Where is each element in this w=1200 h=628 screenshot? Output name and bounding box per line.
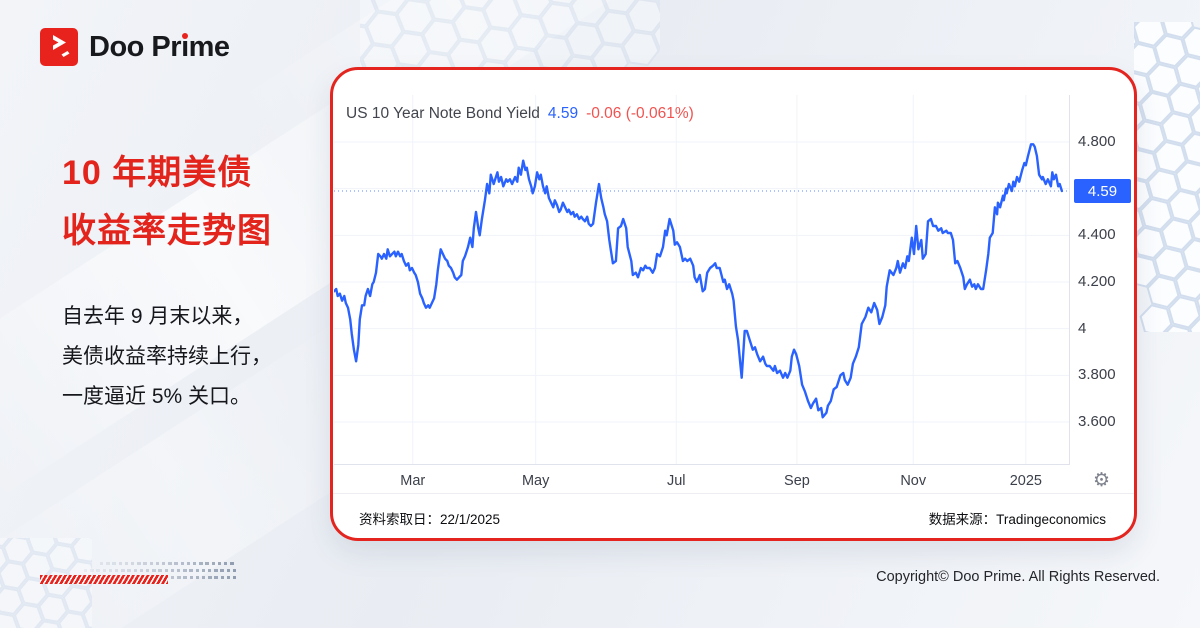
gear-icon[interactable]: ⚙ <box>1093 469 1111 491</box>
y-tick-label: 4.800 <box>1078 133 1116 150</box>
y-tick-label: 4 <box>1078 319 1087 337</box>
data-retrieval-date: 资料索取日：22/1/2025 <box>359 512 501 527</box>
y-tick-label: 3.800 <box>1078 366 1116 384</box>
intro-line1: 自去年 9 月末以来， <box>62 305 254 328</box>
doo-prime-logo-text: Doo Prıme <box>89 28 230 66</box>
card-divider <box>333 493 1134 494</box>
chart-last-value: 4.59 <box>547 105 579 122</box>
y-tick-label: 4.200 <box>1078 273 1116 290</box>
copyright-text: Copyright© Doo Prime. All Rights Reserve… <box>876 569 1160 585</box>
doo-prime-logo: Doo Prıme <box>40 28 230 66</box>
x-tick-label: May <box>521 473 550 489</box>
intro-line3: 一度逼近 5% 关口。 <box>62 385 252 408</box>
x-tick-label: Nov <box>900 473 927 489</box>
logo-i-red-dot: ı <box>181 28 189 66</box>
logo-text-pre: Doo Pr <box>89 31 182 63</box>
x-tick-label: Mar <box>400 473 426 489</box>
x-tick-label: Jul <box>666 473 686 489</box>
chart-title: US 10 Year Note Bond Yield 4.59 -0.06 (-… <box>346 105 694 123</box>
page-title-line2: 收益率走势图 <box>62 212 272 250</box>
y-tick-label: 4.400 <box>1078 226 1116 244</box>
data-source: 数据来源：Tradingeconomics <box>928 512 1106 527</box>
chart-change-value: -0.06 (-0.061%) <box>586 105 694 122</box>
logo-text-post: me <box>188 31 230 63</box>
page-title: 10 年期美债 收益率走势图 <box>62 144 272 260</box>
hexagon-pattern <box>360 0 660 68</box>
current-price-badge: 4.59 <box>1074 179 1131 203</box>
yield-line-chart <box>334 95 1070 465</box>
hexagon-pattern <box>0 538 92 628</box>
intro-text: 自去年 9 月末以来， 美债收益率持续上行， 一度逼近 5% 关口。 <box>62 297 272 417</box>
intro-line2: 美债收益率持续上行， <box>62 345 272 368</box>
x-tick-label: Sep <box>784 473 810 489</box>
page-title-line1: 10 年期美债 <box>62 154 253 192</box>
chart-title-text: US 10 Year Note Bond Yield <box>346 105 540 122</box>
red-striped-bar <box>40 575 168 584</box>
chart-card: US 10 Year Note Bond Yield 4.59 -0.06 (-… <box>330 67 1137 541</box>
y-tick-label: 3.600 <box>1078 413 1116 430</box>
x-tick-label: 2025 <box>1009 473 1042 489</box>
doo-prime-logo-icon <box>40 28 78 66</box>
hexagon-pattern <box>1134 22 1200 332</box>
